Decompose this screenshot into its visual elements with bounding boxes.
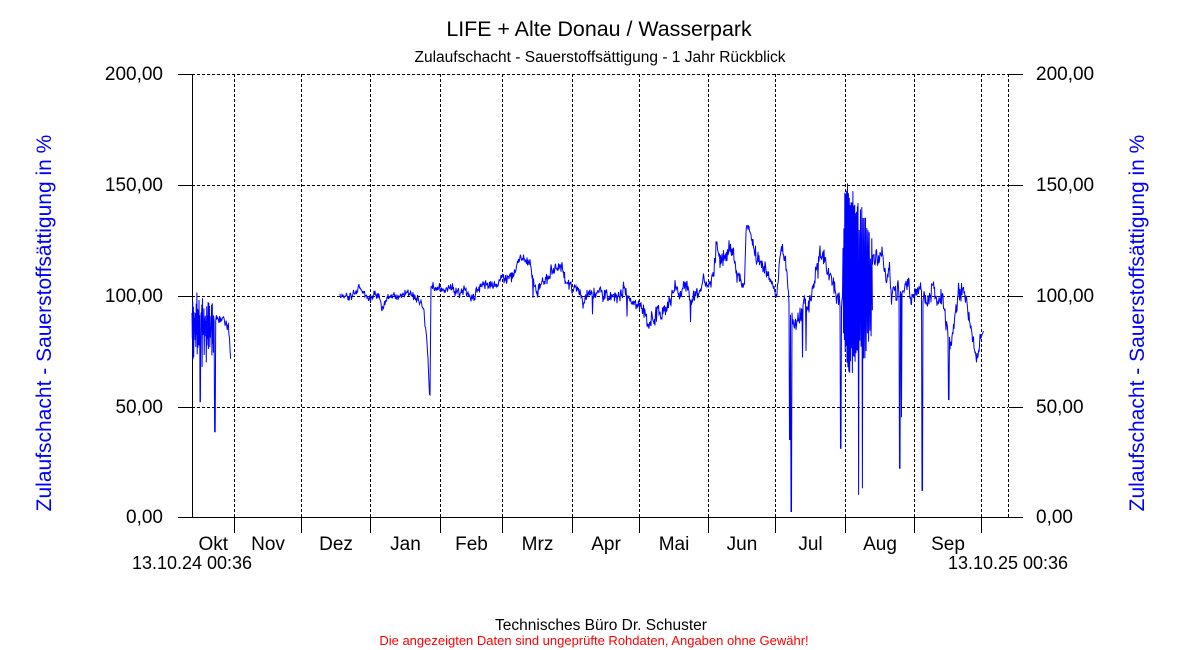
svg-text:Sep: Sep (931, 534, 965, 555)
svg-text:100,00: 100,00 (1036, 286, 1094, 307)
svg-text:Jun: Jun (727, 534, 758, 555)
svg-text:Nov: Nov (251, 534, 285, 555)
svg-text:50,00: 50,00 (1036, 397, 1084, 418)
svg-text:Jul: Jul (798, 534, 822, 555)
svg-text:13.10.24 00:36: 13.10.24 00:36 (132, 553, 252, 573)
svg-text:13.10.25 00:36: 13.10.25 00:36 (948, 553, 1068, 573)
svg-text:200,00: 200,00 (105, 64, 163, 85)
svg-text:0,00: 0,00 (1036, 507, 1073, 528)
svg-text:Zulaufschacht - Sauerstoffsätt: Zulaufschacht - Sauerstoffsättigung - 1 … (414, 49, 785, 66)
svg-text:LIFE + Alte Donau / Wasserpark: LIFE + Alte Donau / Wasserpark (446, 17, 752, 41)
svg-text:Okt: Okt (198, 534, 228, 555)
svg-text:Mrz: Mrz (522, 534, 554, 555)
svg-text:0,00: 0,00 (126, 507, 163, 528)
svg-text:150,00: 150,00 (1036, 175, 1094, 196)
svg-text:Jan: Jan (390, 534, 421, 555)
svg-text:50,00: 50,00 (115, 397, 163, 418)
svg-text:Technisches Büro Dr. Schuster: Technisches Büro Dr. Schuster (495, 617, 707, 634)
svg-text:Zulaufschacht - Sauerstoffsätt: Zulaufschacht - Sauerstoffsättigung in % (33, 135, 56, 512)
svg-text:200,00: 200,00 (1036, 64, 1094, 85)
svg-text:Dez: Dez (319, 534, 353, 555)
svg-text:Aug: Aug (863, 534, 897, 555)
svg-text:100,00: 100,00 (105, 286, 163, 307)
svg-text:Zulaufschacht - Sauerstoffsätt: Zulaufschacht - Sauerstoffsättigung in % (1126, 135, 1149, 512)
svg-text:Feb: Feb (455, 534, 488, 555)
svg-text:Apr: Apr (591, 534, 621, 555)
svg-text:Mai: Mai (659, 534, 690, 555)
svg-text:150,00: 150,00 (105, 175, 163, 196)
svg-text:Die angezeigten Daten sind ung: Die angezeigten Daten sind ungeprüfte Ro… (379, 633, 808, 648)
